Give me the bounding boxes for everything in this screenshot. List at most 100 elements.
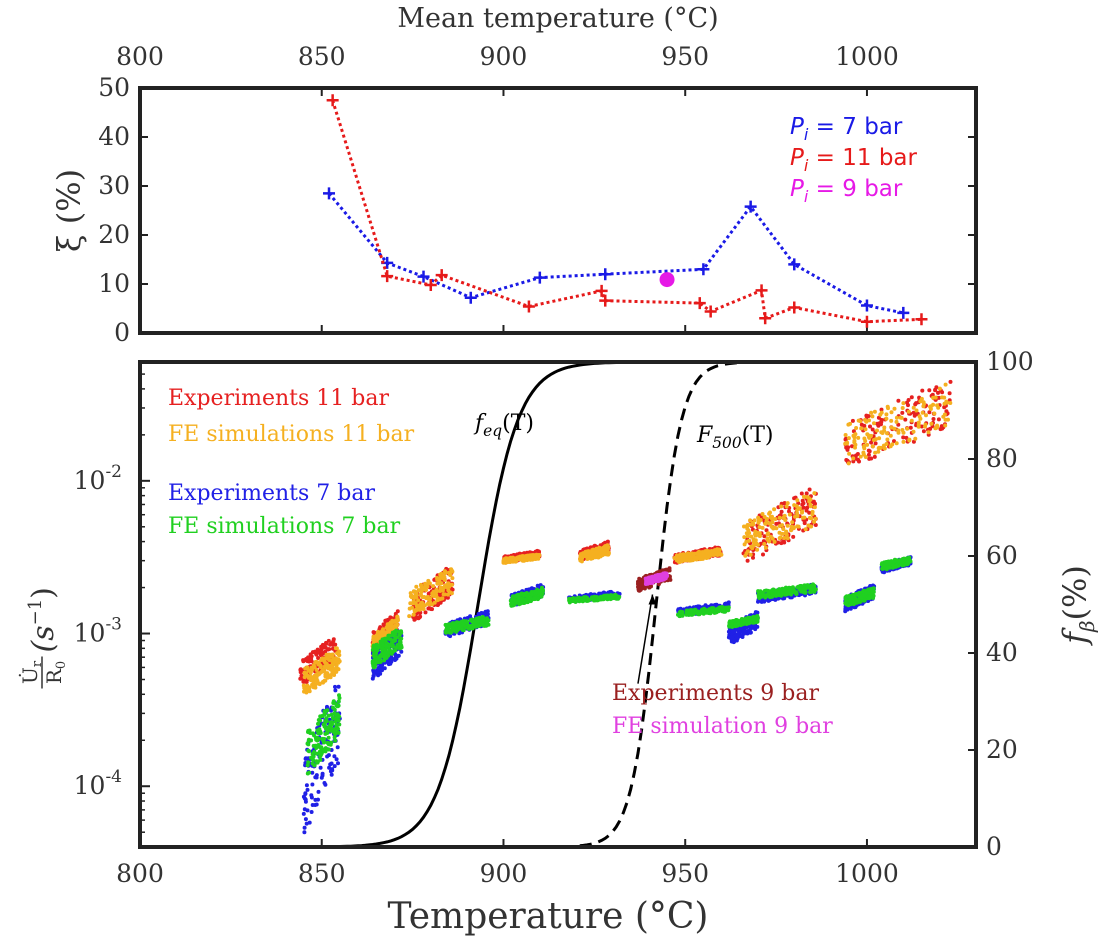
scatter-point <box>813 523 818 527</box>
scatter-point <box>426 606 431 611</box>
scatter-point <box>320 736 325 741</box>
scatter-point <box>465 616 470 620</box>
scatter-point <box>923 424 927 429</box>
scatter-point <box>799 491 804 496</box>
scatter-point <box>303 817 308 822</box>
scatter-point <box>844 595 849 600</box>
scatter-point <box>782 513 787 518</box>
scatter-point <box>884 442 889 446</box>
scatter-point <box>851 456 856 461</box>
scatter-point <box>375 638 380 643</box>
scatter-point <box>863 427 868 432</box>
scatter-point <box>808 502 813 507</box>
scatter-point <box>900 410 905 415</box>
top-series-1-point <box>915 313 928 326</box>
scatter-point <box>424 588 428 592</box>
scatter-point <box>316 656 321 660</box>
scatter-point <box>456 626 461 631</box>
top-series-0-point <box>744 200 757 213</box>
top-panel-x-tick-label: 900 <box>480 42 528 71</box>
scatter-point <box>871 438 876 442</box>
scatter-point <box>317 727 322 732</box>
scatter-point <box>785 523 790 528</box>
scatter-point <box>438 600 443 605</box>
scatter-point <box>773 589 778 594</box>
scatter-point <box>319 745 324 750</box>
scatter-point <box>726 629 731 634</box>
top-panel-x-tick-label: 1000 <box>835 42 899 71</box>
scatter-point <box>322 669 327 674</box>
scatter-point <box>326 747 331 752</box>
scatter-point <box>438 575 443 580</box>
scatter-point <box>399 630 404 635</box>
top-legend-entry-1-symbol: P <box>790 145 804 171</box>
scatter-point <box>381 632 386 637</box>
scatter-point <box>711 606 716 611</box>
scatter-point <box>334 757 339 762</box>
scatter-point <box>761 552 765 557</box>
scatter-point <box>787 512 792 517</box>
scatter-point <box>306 742 311 747</box>
scatter-point <box>748 518 753 523</box>
scatter-point <box>898 415 903 420</box>
scatter-point <box>423 610 428 615</box>
scatter-point <box>884 416 889 421</box>
scatter-point <box>914 408 919 413</box>
scatter-point <box>396 653 401 658</box>
top-panel-y-tick-label: 40 <box>98 122 130 151</box>
y-title-denominator-subscript: 0 <box>54 661 69 669</box>
scatter-cluster-33 <box>843 586 876 608</box>
scatter-cluster-7 <box>501 552 542 565</box>
scatter-point <box>325 727 329 732</box>
scatter-point <box>595 598 600 603</box>
scatter-point <box>329 761 334 766</box>
scatter-point <box>846 445 851 450</box>
top-legend-entry-0-subscript: i <box>804 125 809 144</box>
scatter-point <box>535 597 540 602</box>
scatter-point <box>920 410 925 415</box>
scatter-point <box>419 600 424 605</box>
scatter-point <box>600 553 605 558</box>
scatter-point <box>904 435 909 440</box>
scatter-point <box>780 590 785 595</box>
scatter-point <box>777 515 782 520</box>
scatter-point <box>571 596 576 601</box>
scatter-point <box>331 730 336 735</box>
scatter-point <box>935 425 940 429</box>
scatter-point <box>323 674 328 679</box>
top-panel-y-tick-label: 0 <box>114 318 130 347</box>
scatter-point <box>885 431 889 436</box>
scatter-point <box>889 410 894 415</box>
scatter-point <box>435 598 440 603</box>
scatter-point <box>318 718 323 723</box>
scatter-point <box>421 607 426 611</box>
scatter-point <box>948 379 953 384</box>
bottom-panel-y2-tick-label: 100 <box>986 347 1034 376</box>
scatter-point <box>795 511 800 516</box>
scatter-point <box>870 427 875 432</box>
scatter-point <box>375 669 380 674</box>
top-legend-entry-1-text: = 11 bar <box>808 145 917 171</box>
scatter-point <box>330 652 335 657</box>
scatter-point <box>940 390 945 395</box>
scatter-point <box>336 660 341 665</box>
scatter-point <box>742 542 747 547</box>
scatter-point <box>444 630 448 635</box>
top-legend-entry-1-subscript: i <box>804 156 809 175</box>
scatter-point <box>859 422 864 427</box>
scatter-point <box>724 602 729 607</box>
scatter-point <box>905 400 909 405</box>
scatter-point <box>943 382 948 387</box>
scatter-point <box>439 581 444 586</box>
top-legend-entry-2: Pi = 9 bar <box>790 176 903 206</box>
scatter-point <box>424 596 429 601</box>
scatter-point <box>927 388 932 393</box>
y-title-units-close: ) <box>26 587 61 599</box>
top-series-1-point <box>693 297 706 310</box>
scatter-point <box>803 527 808 532</box>
scatter-point <box>370 659 375 664</box>
y-title-denominator-symbol: R <box>42 668 66 684</box>
scatter-point <box>787 509 791 514</box>
scatter-point <box>325 731 330 735</box>
scatter-point <box>395 615 400 619</box>
